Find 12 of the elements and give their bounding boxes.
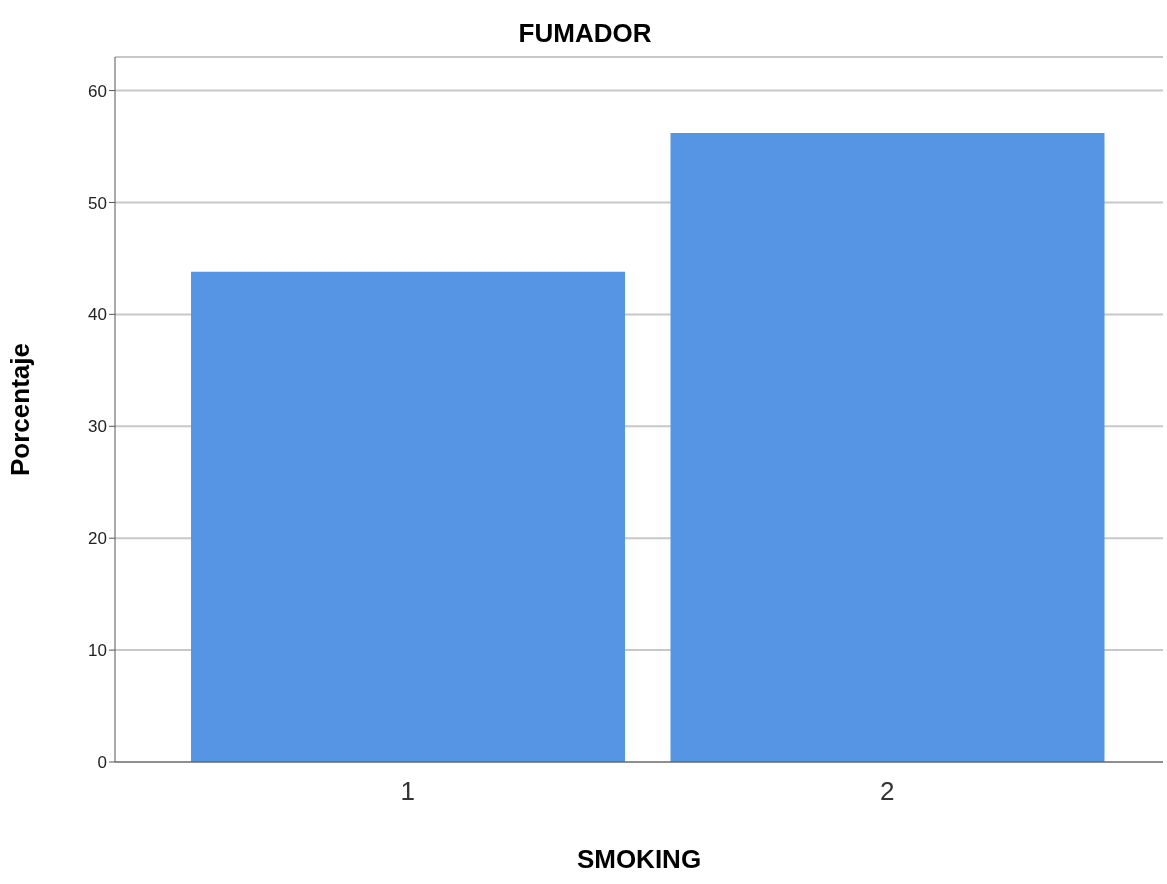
chart-title: FUMADOR <box>518 18 652 48</box>
y-tick-label: 20 <box>88 529 107 549</box>
y-tick-label: 10 <box>88 641 107 661</box>
y-tick-label: 60 <box>88 81 107 101</box>
x-tick-label: 1 <box>400 776 415 807</box>
y-tick-label: 40 <box>88 305 107 325</box>
y-tick-label: 0 <box>97 753 107 773</box>
x-axis-title: SMOKING <box>576 844 702 874</box>
x-tick-label: 2 <box>880 776 895 807</box>
y-tick-label: 30 <box>88 417 107 437</box>
y-axis-title: Porcentaje <box>5 343 36 476</box>
y-tick-label: 50 <box>88 193 107 213</box>
